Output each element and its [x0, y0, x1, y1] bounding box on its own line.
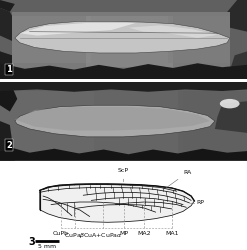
Polygon shape — [0, 63, 247, 79]
Polygon shape — [128, 25, 217, 38]
Text: ScP: ScP — [118, 168, 129, 182]
Bar — [89, 91, 183, 153]
Text: CuA+CuPa$\alpha$: CuA+CuPa$\alpha$ — [83, 231, 123, 239]
Text: 2: 2 — [6, 140, 12, 149]
Text: CuPa$\beta$: CuPa$\beta$ — [64, 231, 86, 240]
Polygon shape — [0, 148, 247, 160]
Polygon shape — [0, 52, 17, 79]
Text: RP: RP — [196, 200, 204, 205]
Text: CuPb: CuPb — [53, 231, 69, 236]
Bar — [178, 91, 247, 153]
Bar — [12, 12, 230, 71]
Bar — [86, 16, 173, 67]
Polygon shape — [0, 52, 20, 79]
Polygon shape — [20, 23, 136, 36]
Polygon shape — [15, 107, 210, 130]
Polygon shape — [227, 0, 247, 32]
Polygon shape — [0, 0, 15, 12]
Text: RA: RA — [166, 170, 191, 188]
Polygon shape — [15, 21, 230, 53]
Polygon shape — [0, 82, 17, 112]
Polygon shape — [0, 82, 247, 92]
Polygon shape — [15, 105, 215, 137]
Text: 5 mm: 5 mm — [38, 244, 56, 248]
Text: MA1: MA1 — [165, 231, 179, 236]
Ellipse shape — [220, 99, 240, 108]
Polygon shape — [0, 121, 15, 160]
Bar — [0, 90, 247, 157]
Bar — [12, 16, 91, 63]
Polygon shape — [227, 52, 247, 79]
Text: 3: 3 — [28, 237, 35, 247]
Bar — [0, 91, 94, 153]
Text: MA2: MA2 — [138, 231, 151, 236]
Polygon shape — [215, 101, 247, 133]
Polygon shape — [40, 184, 194, 222]
Polygon shape — [0, 8, 20, 41]
Bar — [168, 16, 230, 63]
Text: 1: 1 — [6, 65, 12, 74]
Text: MP: MP — [119, 231, 128, 236]
